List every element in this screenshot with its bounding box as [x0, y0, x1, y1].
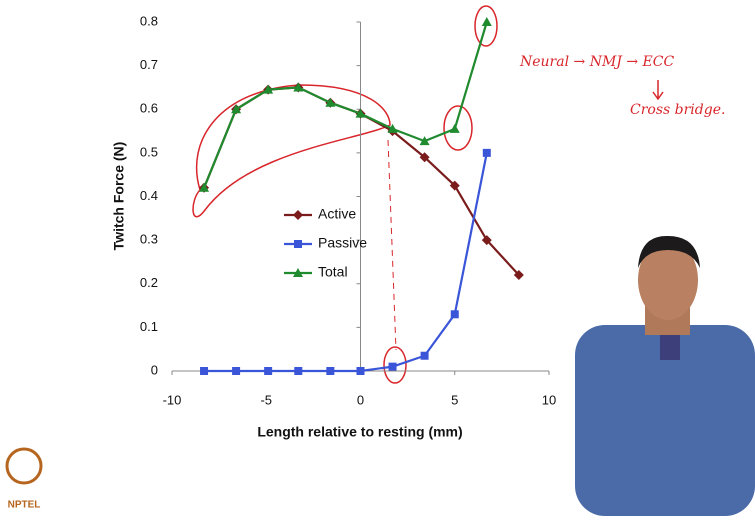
marker [482, 17, 492, 26]
chart: Neural → NMJ → ECC Cross bridge. NPTEL L… [0, 0, 755, 516]
marker [232, 367, 240, 375]
series-line [204, 153, 487, 371]
presenter [575, 236, 755, 516]
annotation-arrow [653, 80, 663, 99]
annotation: Neural → NMJ → ECC [519, 54, 674, 70]
y-tick-label: 0.5 [140, 144, 158, 159]
x-tick-label: -10 [163, 392, 182, 407]
logo-text: NPTEL [8, 500, 41, 511]
marker [389, 363, 397, 371]
marker [421, 352, 429, 360]
legend-label: Active [318, 206, 356, 222]
legend-label: Passive [318, 235, 367, 251]
y-tick-label: 0 [151, 362, 158, 377]
y-tick-label: 0.3 [140, 232, 158, 247]
annotation-dash [388, 140, 396, 350]
series-line [204, 22, 487, 188]
y-tick-label: 0.8 [140, 13, 158, 28]
marker [483, 149, 491, 157]
logo-icon [7, 449, 41, 483]
y-tick-label: 0.2 [140, 275, 158, 290]
y-tick-label: 0.1 [140, 319, 158, 334]
annotation-circle [444, 106, 472, 150]
y-axis-label: Twitch Force (N) [111, 142, 127, 251]
marker [357, 367, 365, 375]
legend-label: Total [318, 264, 348, 280]
y-tick-label: 0.7 [140, 57, 158, 72]
annotation: Cross bridge. [630, 102, 725, 118]
marker [294, 240, 302, 248]
marker [293, 210, 303, 220]
marker [294, 367, 302, 375]
y-tick-label: 0.6 [140, 101, 158, 116]
marker [200, 367, 208, 375]
page: Neural → NMJ → ECC Cross bridge. NPTEL L… [0, 0, 755, 521]
x-axis-label: Length relative to resting (mm) [257, 424, 462, 440]
x-tick-label: 0 [357, 392, 364, 407]
marker [450, 124, 460, 133]
x-tick-label: 5 [451, 392, 458, 407]
y-tick-label: 0.4 [140, 188, 158, 203]
marker [326, 367, 334, 375]
marker [451, 310, 459, 318]
x-tick-label: 10 [542, 392, 556, 407]
marker [264, 367, 272, 375]
x-tick-label: -5 [260, 392, 272, 407]
